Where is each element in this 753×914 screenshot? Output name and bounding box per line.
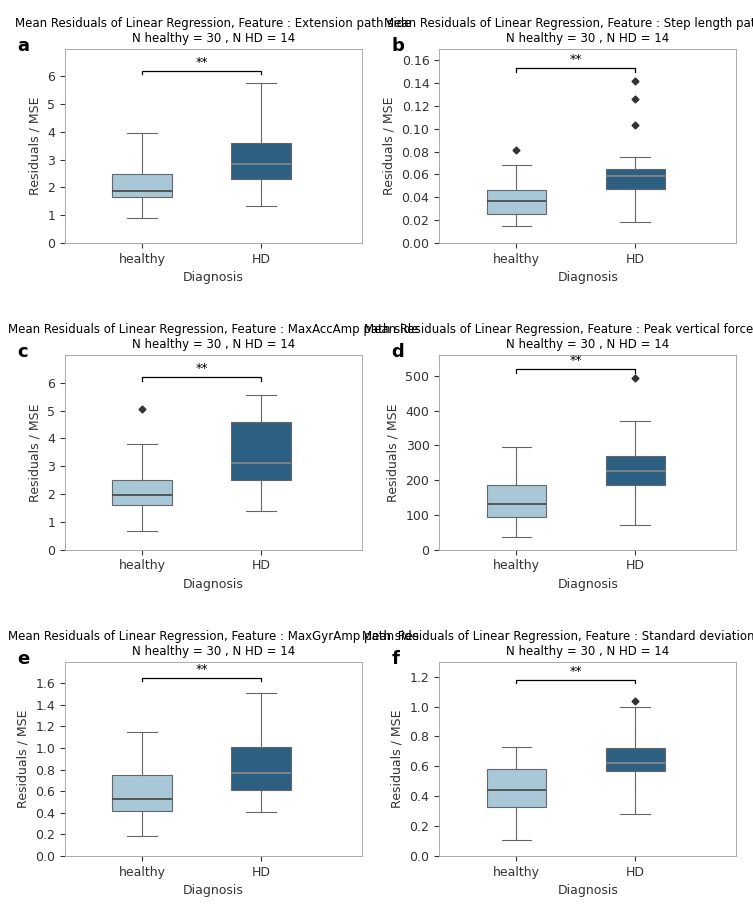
PathPatch shape <box>605 169 665 189</box>
Title: Mean Residuals of Linear Regression, Feature : Step length path side
N healthy =: Mean Residuals of Linear Regression, Fea… <box>384 16 753 45</box>
Text: f: f <box>392 650 400 668</box>
PathPatch shape <box>605 456 665 485</box>
PathPatch shape <box>486 190 546 215</box>
X-axis label: Diagnosis: Diagnosis <box>557 271 618 284</box>
Text: d: d <box>392 344 404 361</box>
Title: Mean Residuals of Linear Regression, Feature : Peak vertical force path side
N h: Mean Residuals of Linear Regression, Fea… <box>364 324 753 351</box>
PathPatch shape <box>605 749 665 771</box>
Text: **: ** <box>569 53 582 66</box>
Text: **: ** <box>195 363 208 376</box>
Text: a: a <box>17 37 29 55</box>
Y-axis label: Residuals / MSE: Residuals / MSE <box>387 403 400 502</box>
PathPatch shape <box>112 775 172 811</box>
Title: Mean Residuals of Linear Regression, Feature : Standard deviation path side
N he: Mean Residuals of Linear Regression, Fea… <box>362 630 753 658</box>
Text: **: ** <box>195 56 208 69</box>
Title: Mean Residuals of Linear Regression, Feature : MaxAccAmp path side
N healthy = 3: Mean Residuals of Linear Regression, Fea… <box>8 324 419 351</box>
Y-axis label: Residuals / MSE: Residuals / MSE <box>17 709 29 808</box>
X-axis label: Diagnosis: Diagnosis <box>557 885 618 898</box>
PathPatch shape <box>112 480 172 505</box>
Text: b: b <box>392 37 404 55</box>
X-axis label: Diagnosis: Diagnosis <box>183 271 244 284</box>
Title: Mean Residuals of Linear Regression, Feature : MaxGyrAmp path side
N healthy = 3: Mean Residuals of Linear Regression, Fea… <box>8 630 419 658</box>
Text: **: ** <box>569 354 582 367</box>
Y-axis label: Residuals / MSE: Residuals / MSE <box>383 97 396 195</box>
Text: **: ** <box>569 664 582 677</box>
Y-axis label: Residuals / MSE: Residuals / MSE <box>391 709 404 808</box>
Text: e: e <box>17 650 29 668</box>
PathPatch shape <box>231 421 291 480</box>
Text: **: ** <box>195 663 208 676</box>
X-axis label: Diagnosis: Diagnosis <box>557 578 618 590</box>
Title: Mean Residuals of Linear Regression, Feature : Extension path side
N healthy = 3: Mean Residuals of Linear Regression, Fea… <box>15 16 412 45</box>
PathPatch shape <box>486 770 546 807</box>
X-axis label: Diagnosis: Diagnosis <box>183 885 244 898</box>
PathPatch shape <box>231 143 291 179</box>
PathPatch shape <box>112 174 172 197</box>
X-axis label: Diagnosis: Diagnosis <box>183 578 244 590</box>
Text: c: c <box>17 344 28 361</box>
PathPatch shape <box>231 747 291 791</box>
Y-axis label: Residuals / MSE: Residuals / MSE <box>29 403 41 502</box>
Y-axis label: Residuals / MSE: Residuals / MSE <box>29 97 41 195</box>
PathPatch shape <box>486 485 546 516</box>
